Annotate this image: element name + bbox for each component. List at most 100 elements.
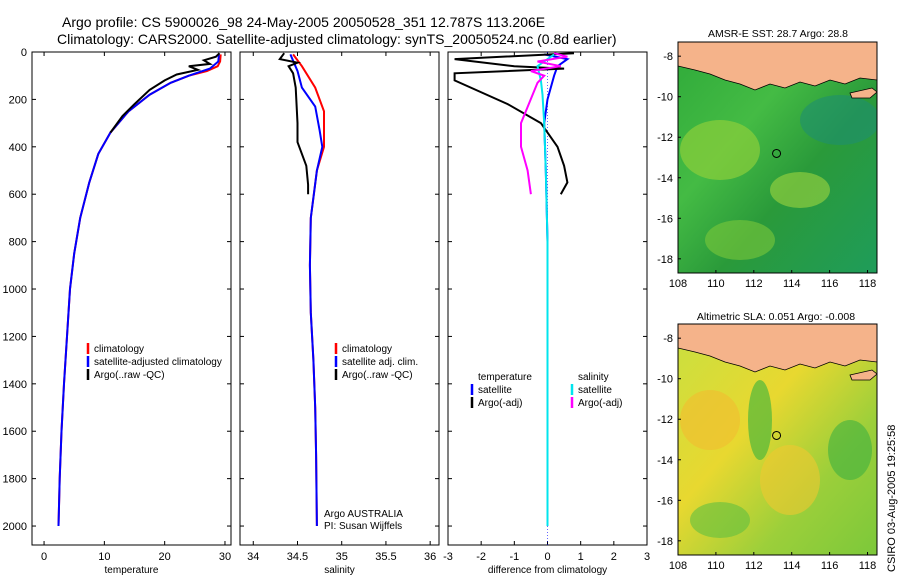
profile-panel: 0 10 20 30 0 200 400 600 800 1000 1200 1400 1600 1800… xyxy=(3,47,232,576)
legend-label: satellite adj. clim. xyxy=(342,357,418,368)
profile-panel: 34 34.5 35 35.5 36 salinity climatology satelli… xyxy=(239,51,440,576)
x-axis-label: temperature xyxy=(105,565,159,576)
y-tick-label: 1800 xyxy=(3,474,27,486)
legend-label: Argo(..raw -QC) xyxy=(342,370,413,381)
map-y-tick-label: -8 xyxy=(663,51,673,63)
sla-low-patch xyxy=(748,380,772,460)
x-tick-label: -3 xyxy=(443,551,453,563)
map-y-tick-label: -10 xyxy=(657,92,673,104)
x-tick-label: 2 xyxy=(611,551,617,563)
sst-map-frame xyxy=(677,41,878,274)
map-y-tick-label: -8 xyxy=(663,333,673,345)
figure-title-line1: Argo profile: CS 5900026_98 24-May-2005 … xyxy=(62,14,545,30)
sst-map-panel: AMSR-E SST: 28.7 Argo: 28.8 108 110 112 114… xyxy=(657,28,878,290)
legend-label: Argo(..raw -QC) xyxy=(94,370,165,381)
map-y-tick-label: -14 xyxy=(657,455,673,467)
sla-high-patch xyxy=(680,390,740,450)
map-x-tick-label: 116 xyxy=(821,560,839,572)
map-x-tick-label: 116 xyxy=(821,278,839,290)
x-axis-label: salinity xyxy=(324,565,355,576)
argo-float-marker xyxy=(772,148,782,158)
map-x-tick-label: 108 xyxy=(669,278,687,290)
side-timestamp: CSIRO 03-Aug-2005 19:25:58 xyxy=(886,425,898,572)
sst-cool-patch xyxy=(800,95,877,145)
sst-warm-patch xyxy=(705,220,775,260)
series-line xyxy=(109,52,221,134)
map-y-tick-label: -18 xyxy=(657,254,673,266)
y-tick-label: 1600 xyxy=(3,426,27,438)
map-y-tick-label: -16 xyxy=(657,213,673,225)
y-tick-label: 1000 xyxy=(3,284,27,296)
y-tick-label: 400 xyxy=(9,142,27,154)
y-tick-label: 200 xyxy=(9,94,27,106)
map-x-tick-label: 110 xyxy=(707,278,725,290)
plot-frame xyxy=(239,51,440,546)
annotation-text: PI: Susan Wijffels xyxy=(324,521,402,532)
land-mass xyxy=(678,324,877,373)
map-y-tick-label: -16 xyxy=(657,495,673,507)
series-line xyxy=(520,52,568,195)
y-tick-label: 600 xyxy=(9,189,27,201)
map-y-tick-label: -18 xyxy=(657,536,673,548)
land-mass xyxy=(849,87,877,99)
series-line xyxy=(57,54,220,527)
y-tick-label: 1200 xyxy=(3,331,27,343)
map-x-tick-label: 114 xyxy=(783,278,801,290)
argo-float-marker xyxy=(772,430,782,440)
x-tick-label: 0 xyxy=(41,551,47,563)
series-line xyxy=(289,54,324,527)
x-tick-label: -2 xyxy=(476,551,486,563)
figure-title-line2: Climatology: CARS2000. Satellite-adjuste… xyxy=(57,31,617,47)
y-tick-label: 1400 xyxy=(3,379,27,391)
sla-low-patch xyxy=(690,502,750,538)
sst-warm-patch xyxy=(680,120,760,180)
sla-low-patch xyxy=(828,420,872,480)
sla-map-panel: Altimetric SLA: 0.051 Argo: -0.008 108 11… xyxy=(657,311,878,572)
sla-map-title: Altimetric SLA: 0.051 Argo: -0.008 xyxy=(697,311,855,323)
x-tick-label: 1 xyxy=(578,551,584,563)
series-line xyxy=(278,52,310,195)
y-tick-label: 0 xyxy=(21,47,27,59)
x-tick-label: -1 xyxy=(509,551,519,563)
x-tick-label: 34 xyxy=(247,551,259,563)
map-y-tick-label: -14 xyxy=(657,173,673,185)
y-tick-label: 2000 xyxy=(3,521,27,533)
map-x-tick-label: 118 xyxy=(859,278,877,290)
sst-warm-patch xyxy=(770,172,830,208)
x-tick-label: 36 xyxy=(424,551,436,563)
plot-frame xyxy=(31,51,232,546)
legend-label: Argo(-adj) xyxy=(478,398,522,409)
map-x-tick-label: 112 xyxy=(745,560,763,572)
annotation-text: Argo AUSTRALIA xyxy=(324,509,403,520)
x-tick-label: 34.5 xyxy=(287,551,308,563)
map-y-tick-label: -12 xyxy=(657,414,673,426)
series-line xyxy=(536,53,555,526)
x-tick-label: 3 xyxy=(644,551,650,563)
sla-map-frame xyxy=(677,323,878,556)
x-tick-label: 20 xyxy=(159,551,171,563)
profile-panel: -3 -2 -1 0 1 2 3 difference from climatology tem… xyxy=(443,51,650,576)
sst-map-title: AMSR-E SST: 28.7 Argo: 28.8 xyxy=(708,28,848,40)
legend-label: satellite xyxy=(578,385,612,396)
land-mass xyxy=(849,369,877,381)
x-tick-label: 35.5 xyxy=(375,551,396,563)
map-y-tick-label: -10 xyxy=(657,374,673,386)
map-x-tick-label: 118 xyxy=(859,560,877,572)
legend-label: climatology xyxy=(342,344,392,355)
map-x-tick-label: 108 xyxy=(669,560,687,572)
legend-label: Argo(-adj) xyxy=(578,398,622,409)
x-axis-label: difference from climatology xyxy=(488,565,607,576)
series-line xyxy=(453,52,575,195)
legend-label: climatology xyxy=(94,344,144,355)
sla-high-patch xyxy=(760,445,820,515)
map-x-tick-label: 110 xyxy=(707,560,725,572)
map-x-tick-label: 112 xyxy=(745,278,763,290)
x-tick-label: 30 xyxy=(219,551,231,563)
map-x-tick-label: 114 xyxy=(783,560,801,572)
legend-label: satellite-adjusted climatology xyxy=(94,357,222,368)
x-tick-label: 10 xyxy=(98,551,110,563)
x-tick-label: 35 xyxy=(336,551,348,563)
legend-label: salinity xyxy=(578,372,609,383)
legend-label: satellite xyxy=(478,385,512,396)
